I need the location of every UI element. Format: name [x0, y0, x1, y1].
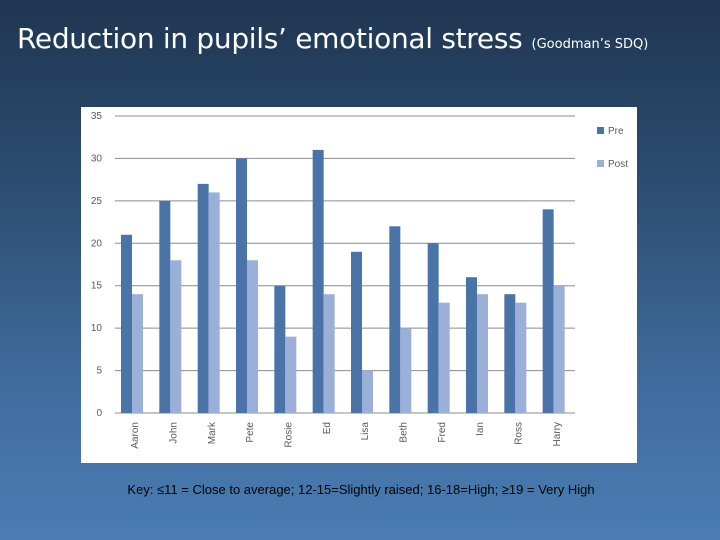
- bar-post-ian: [477, 294, 488, 413]
- x-tick-label: Beth: [399, 422, 410, 443]
- legend-label-post: Post: [608, 159, 628, 170]
- bar-pre-fred: [427, 243, 439, 413]
- x-tick-label: Lisa: [360, 422, 371, 441]
- bar-post-rosie: [285, 336, 297, 413]
- bar-post-aaron: [132, 294, 143, 413]
- x-tick-label: Fred: [437, 422, 448, 443]
- y-tick-label: 10: [91, 323, 103, 334]
- bar-pre-ian: [466, 277, 477, 413]
- y-tick-label: 15: [91, 281, 103, 292]
- bar-post-ed: [323, 294, 335, 413]
- bar-post-ross: [515, 302, 527, 413]
- x-tick-label: Ross: [514, 422, 525, 445]
- bar-post-fred: [438, 302, 450, 413]
- bar-pre-john: [159, 200, 171, 413]
- chart-panel: 0 5 10 15 20 25 30 35 Aaron John Mark Pete Rosie Ed Li…: [81, 107, 637, 463]
- x-tick-label: Ed: [322, 422, 333, 434]
- x-tick-label: Mark: [207, 421, 218, 444]
- x-tick-label: Rosie: [284, 422, 295, 448]
- y-tick-label: 30: [91, 153, 103, 164]
- x-tick-label: Pete: [245, 422, 256, 443]
- bar-pre-beth: [389, 226, 401, 413]
- legend-swatch-post: [597, 160, 604, 167]
- x-tick-label: Ian: [475, 422, 486, 436]
- legend-label-pre: Pre: [608, 126, 624, 137]
- bar-pre-ed: [312, 149, 324, 413]
- bar-pre-aaron: [121, 234, 132, 413]
- bar-pre-ross: [504, 294, 516, 413]
- bar-pre-harry: [542, 209, 554, 413]
- bar-post-john: [170, 260, 182, 413]
- bar-pre-mark: [197, 183, 209, 413]
- slide-title: Reduction in pupils’ emotional stress (G…: [17, 22, 648, 55]
- slide-title-subtitle: (Goodman’s SDQ): [531, 37, 649, 52]
- y-tick-label: 25: [91, 196, 103, 207]
- bar-post-lisa: [362, 370, 373, 413]
- bar-post-beth: [400, 328, 412, 413]
- y-tick-label: 0: [96, 408, 102, 419]
- y-tick-label: 5: [96, 366, 102, 377]
- bar-pre-pete: [236, 158, 247, 413]
- bar-post-mark: [208, 192, 220, 413]
- x-tick-label: John: [169, 422, 180, 444]
- bar-post-harry: [553, 285, 565, 413]
- bar-post-pete: [247, 260, 258, 413]
- key-legend-text: Key: ≤11 = Close to average; 12-15=Sligh…: [127, 482, 595, 497]
- y-tick-label: 35: [91, 111, 103, 122]
- y-tick-label: 20: [91, 238, 103, 249]
- bar-pre-rosie: [274, 285, 286, 413]
- legend-swatch-pre: [597, 127, 604, 134]
- x-tick-label: Harry: [552, 422, 563, 446]
- slide-title-main: Reduction in pupils’ emotional stress: [17, 22, 523, 55]
- bar-chart: 0 5 10 15 20 25 30 35 Aaron John Mark Pete Rosie Ed Li…: [91, 111, 628, 449]
- bar-pre-lisa: [351, 251, 362, 413]
- x-tick-label: Aaron: [130, 422, 141, 449]
